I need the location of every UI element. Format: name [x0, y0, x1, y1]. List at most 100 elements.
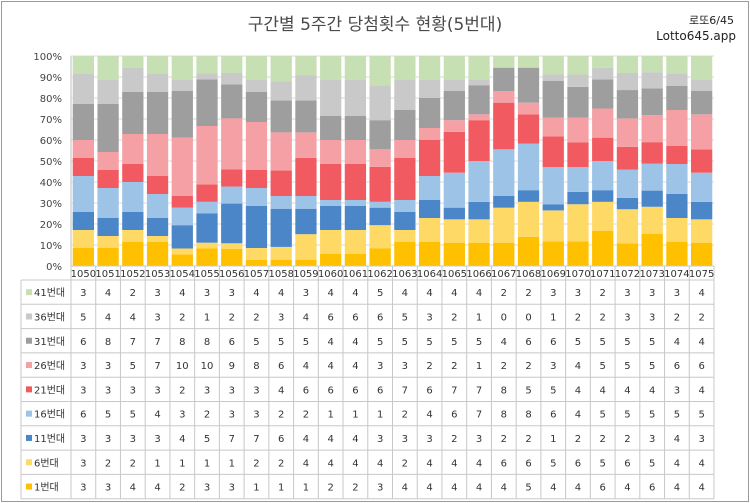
table-cell: 4 [426, 288, 432, 299]
bar-segment [72, 74, 94, 104]
bar-segment [616, 146, 639, 170]
bar-segment [641, 56, 663, 73]
bar-segment [592, 137, 614, 161]
bar-segment [691, 91, 713, 115]
table-cell: 7 [253, 434, 259, 445]
table-cell: 5 [377, 337, 383, 348]
table-cell: 4 [105, 288, 111, 299]
bar-segment [666, 242, 688, 266]
table-cell: 2 [600, 434, 606, 445]
table-cell: 7 [229, 434, 235, 445]
legend-swatch [26, 289, 32, 296]
table-cell: 4 [451, 288, 457, 299]
bar-segment [592, 190, 614, 202]
bar-segment [567, 86, 589, 118]
table-cell: 3 [649, 312, 655, 323]
table-cell: 2 [501, 288, 507, 299]
bar-segment [344, 116, 367, 140]
table-cell: 3 [377, 483, 383, 494]
table-cell: 2 [253, 458, 259, 469]
table-cell: 3 [154, 288, 160, 299]
bar-segment [616, 169, 639, 198]
table-cell: 6 [278, 434, 284, 445]
table-cell: 3 [80, 434, 86, 445]
table-cell: 4 [698, 385, 704, 396]
y-tick-label: 90% [40, 73, 62, 84]
table-cell: 5 [105, 410, 111, 421]
table-cell: 3 [154, 385, 160, 396]
table-cell: 4 [154, 483, 160, 494]
table-cell: 4 [451, 458, 457, 469]
bar-segment [641, 115, 663, 143]
table-cell: 1 [550, 312, 556, 323]
table-cell: 1 [303, 483, 309, 494]
table-cell: 1 [327, 410, 333, 421]
table-cell: 5 [253, 337, 259, 348]
table-cell: 4 [278, 288, 284, 299]
bar-segment [666, 110, 688, 146]
bar-segment [418, 80, 441, 98]
table-cell: 6 [600, 483, 606, 494]
bar-segment [196, 201, 218, 214]
table-cell: 4 [253, 288, 259, 299]
table-cell: 10 [176, 361, 189, 372]
bar-segment [270, 132, 292, 171]
bar-segment [221, 203, 243, 244]
table-cell: 4 [327, 288, 333, 299]
bar-segment [344, 206, 367, 230]
table-cell: 4 [476, 458, 482, 469]
legend-label: 16번대 [34, 409, 65, 421]
bar-segment [122, 134, 144, 164]
table-cell: 3 [204, 385, 210, 396]
bar-segment [122, 182, 144, 212]
table-cell: 4 [674, 458, 680, 469]
bar-segment [394, 212, 416, 230]
table-cell: 2 [253, 312, 259, 323]
table-cell: 2 [179, 312, 185, 323]
table-cell: 5 [525, 483, 531, 494]
bar-segment [517, 236, 540, 266]
bar-segment [146, 194, 169, 218]
table-cell: 5 [303, 337, 309, 348]
bar-segment [666, 194, 688, 218]
bar-segment [493, 196, 515, 208]
bar-segment [344, 164, 367, 200]
table-cell: 5 [550, 385, 556, 396]
table-cell: 4 [154, 410, 160, 421]
table-cell: 5 [130, 361, 136, 372]
bar-segment [171, 248, 193, 255]
table-cell: 5 [600, 410, 606, 421]
table-cell: 7 [451, 385, 457, 396]
table-cell: 3 [154, 312, 160, 323]
table-cell: 2 [698, 312, 704, 323]
table-cell: 8 [204, 337, 210, 348]
table-cell: 2 [278, 410, 284, 421]
bar-segment [344, 200, 367, 206]
table-cell: 6 [550, 410, 556, 421]
table-cell: 7 [154, 337, 160, 348]
bar-segment [270, 56, 292, 82]
bar-segment [369, 149, 391, 167]
table-cell: 0 [525, 312, 531, 323]
bar-segment [320, 200, 342, 206]
bar-segment [443, 219, 465, 243]
bar-segment [295, 100, 317, 133]
bar-segment [394, 110, 416, 140]
table-cell: 3 [130, 434, 136, 445]
bar-segment [517, 56, 540, 68]
bar-segment [344, 254, 367, 266]
bar-segment [616, 56, 639, 74]
x-tick-label: 1053 [145, 269, 170, 280]
y-tick-label: 100% [33, 52, 62, 63]
bar-segment [369, 85, 391, 121]
bar-segment [468, 85, 490, 115]
bar-segment [592, 108, 614, 138]
table-cell: 3 [105, 385, 111, 396]
table-cell: 4 [575, 361, 581, 372]
bar-segment [567, 241, 589, 266]
table-cell: 2 [624, 434, 630, 445]
table-cell: 3 [105, 483, 111, 494]
x-tick-label: 1070 [565, 269, 590, 280]
bar-segment [567, 117, 589, 143]
table-cell: 2 [525, 361, 531, 372]
